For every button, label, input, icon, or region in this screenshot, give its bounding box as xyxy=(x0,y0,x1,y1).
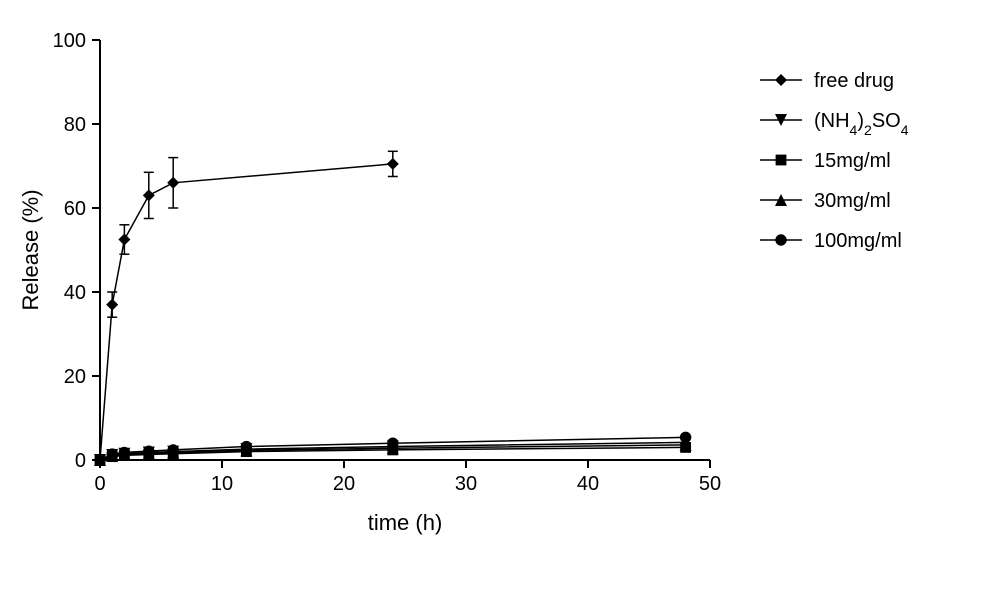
marker-circle xyxy=(241,441,252,452)
marker-diamond xyxy=(167,177,179,189)
x-tick-label: 20 xyxy=(333,473,355,495)
chart-svg: 0 10 20 30 40 50 0 20 40 60 80 100 time (h) Release (… xyxy=(0,0,1000,593)
y-tick-label: 40 xyxy=(64,282,86,304)
marker-square xyxy=(776,155,787,166)
marker-circle xyxy=(387,438,398,449)
legend-label: 30mg/ml xyxy=(814,190,891,212)
y-tick-label: 20 xyxy=(64,366,86,388)
release-chart: 0 10 20 30 40 50 0 20 40 60 80 100 time (h) Release (… xyxy=(0,0,1000,593)
legend-item: 100mg/ml xyxy=(760,230,902,252)
marker-circle xyxy=(775,234,786,245)
marker-circle xyxy=(94,454,105,465)
legend-label: free drug xyxy=(814,70,894,92)
y-tick-label: 0 xyxy=(75,450,86,472)
marker-diamond xyxy=(118,234,130,246)
y-tick-label: 60 xyxy=(64,198,86,220)
y-axis-title: Release (%) xyxy=(18,189,43,310)
x-tick-label: 10 xyxy=(211,473,233,495)
marker-diamond xyxy=(143,189,155,201)
x-tick-label: 0 xyxy=(94,473,105,495)
marker-diamond xyxy=(775,74,787,86)
x-tick-label: 30 xyxy=(455,473,477,495)
legend-label: 15mg/ml xyxy=(814,150,891,172)
x-axis-title: time (h) xyxy=(368,510,443,535)
x-tick-label: 40 xyxy=(577,473,599,495)
legend-label: (NH4)2SO4 xyxy=(814,110,909,138)
legend-label: 100mg/ml xyxy=(814,230,902,252)
marker-circle xyxy=(168,444,179,455)
series-free-drug xyxy=(94,151,399,466)
legend-item: 30mg/ml xyxy=(760,190,891,212)
marker-diamond xyxy=(387,158,399,170)
legend-item: (NH4)2SO4 xyxy=(760,110,909,138)
legend-item: 15mg/ml xyxy=(760,150,891,172)
marker-circle xyxy=(107,448,118,459)
marker-diamond xyxy=(106,299,118,311)
marker-circle xyxy=(143,445,154,456)
marker-circle xyxy=(119,447,130,458)
y-tick-label: 80 xyxy=(64,114,86,136)
legend-item: free drug xyxy=(760,70,894,92)
x-tick-label: 50 xyxy=(699,473,721,495)
marker-circle xyxy=(680,432,691,443)
series-line xyxy=(100,164,393,460)
axes xyxy=(100,40,710,460)
y-tick-label: 100 xyxy=(53,30,86,52)
